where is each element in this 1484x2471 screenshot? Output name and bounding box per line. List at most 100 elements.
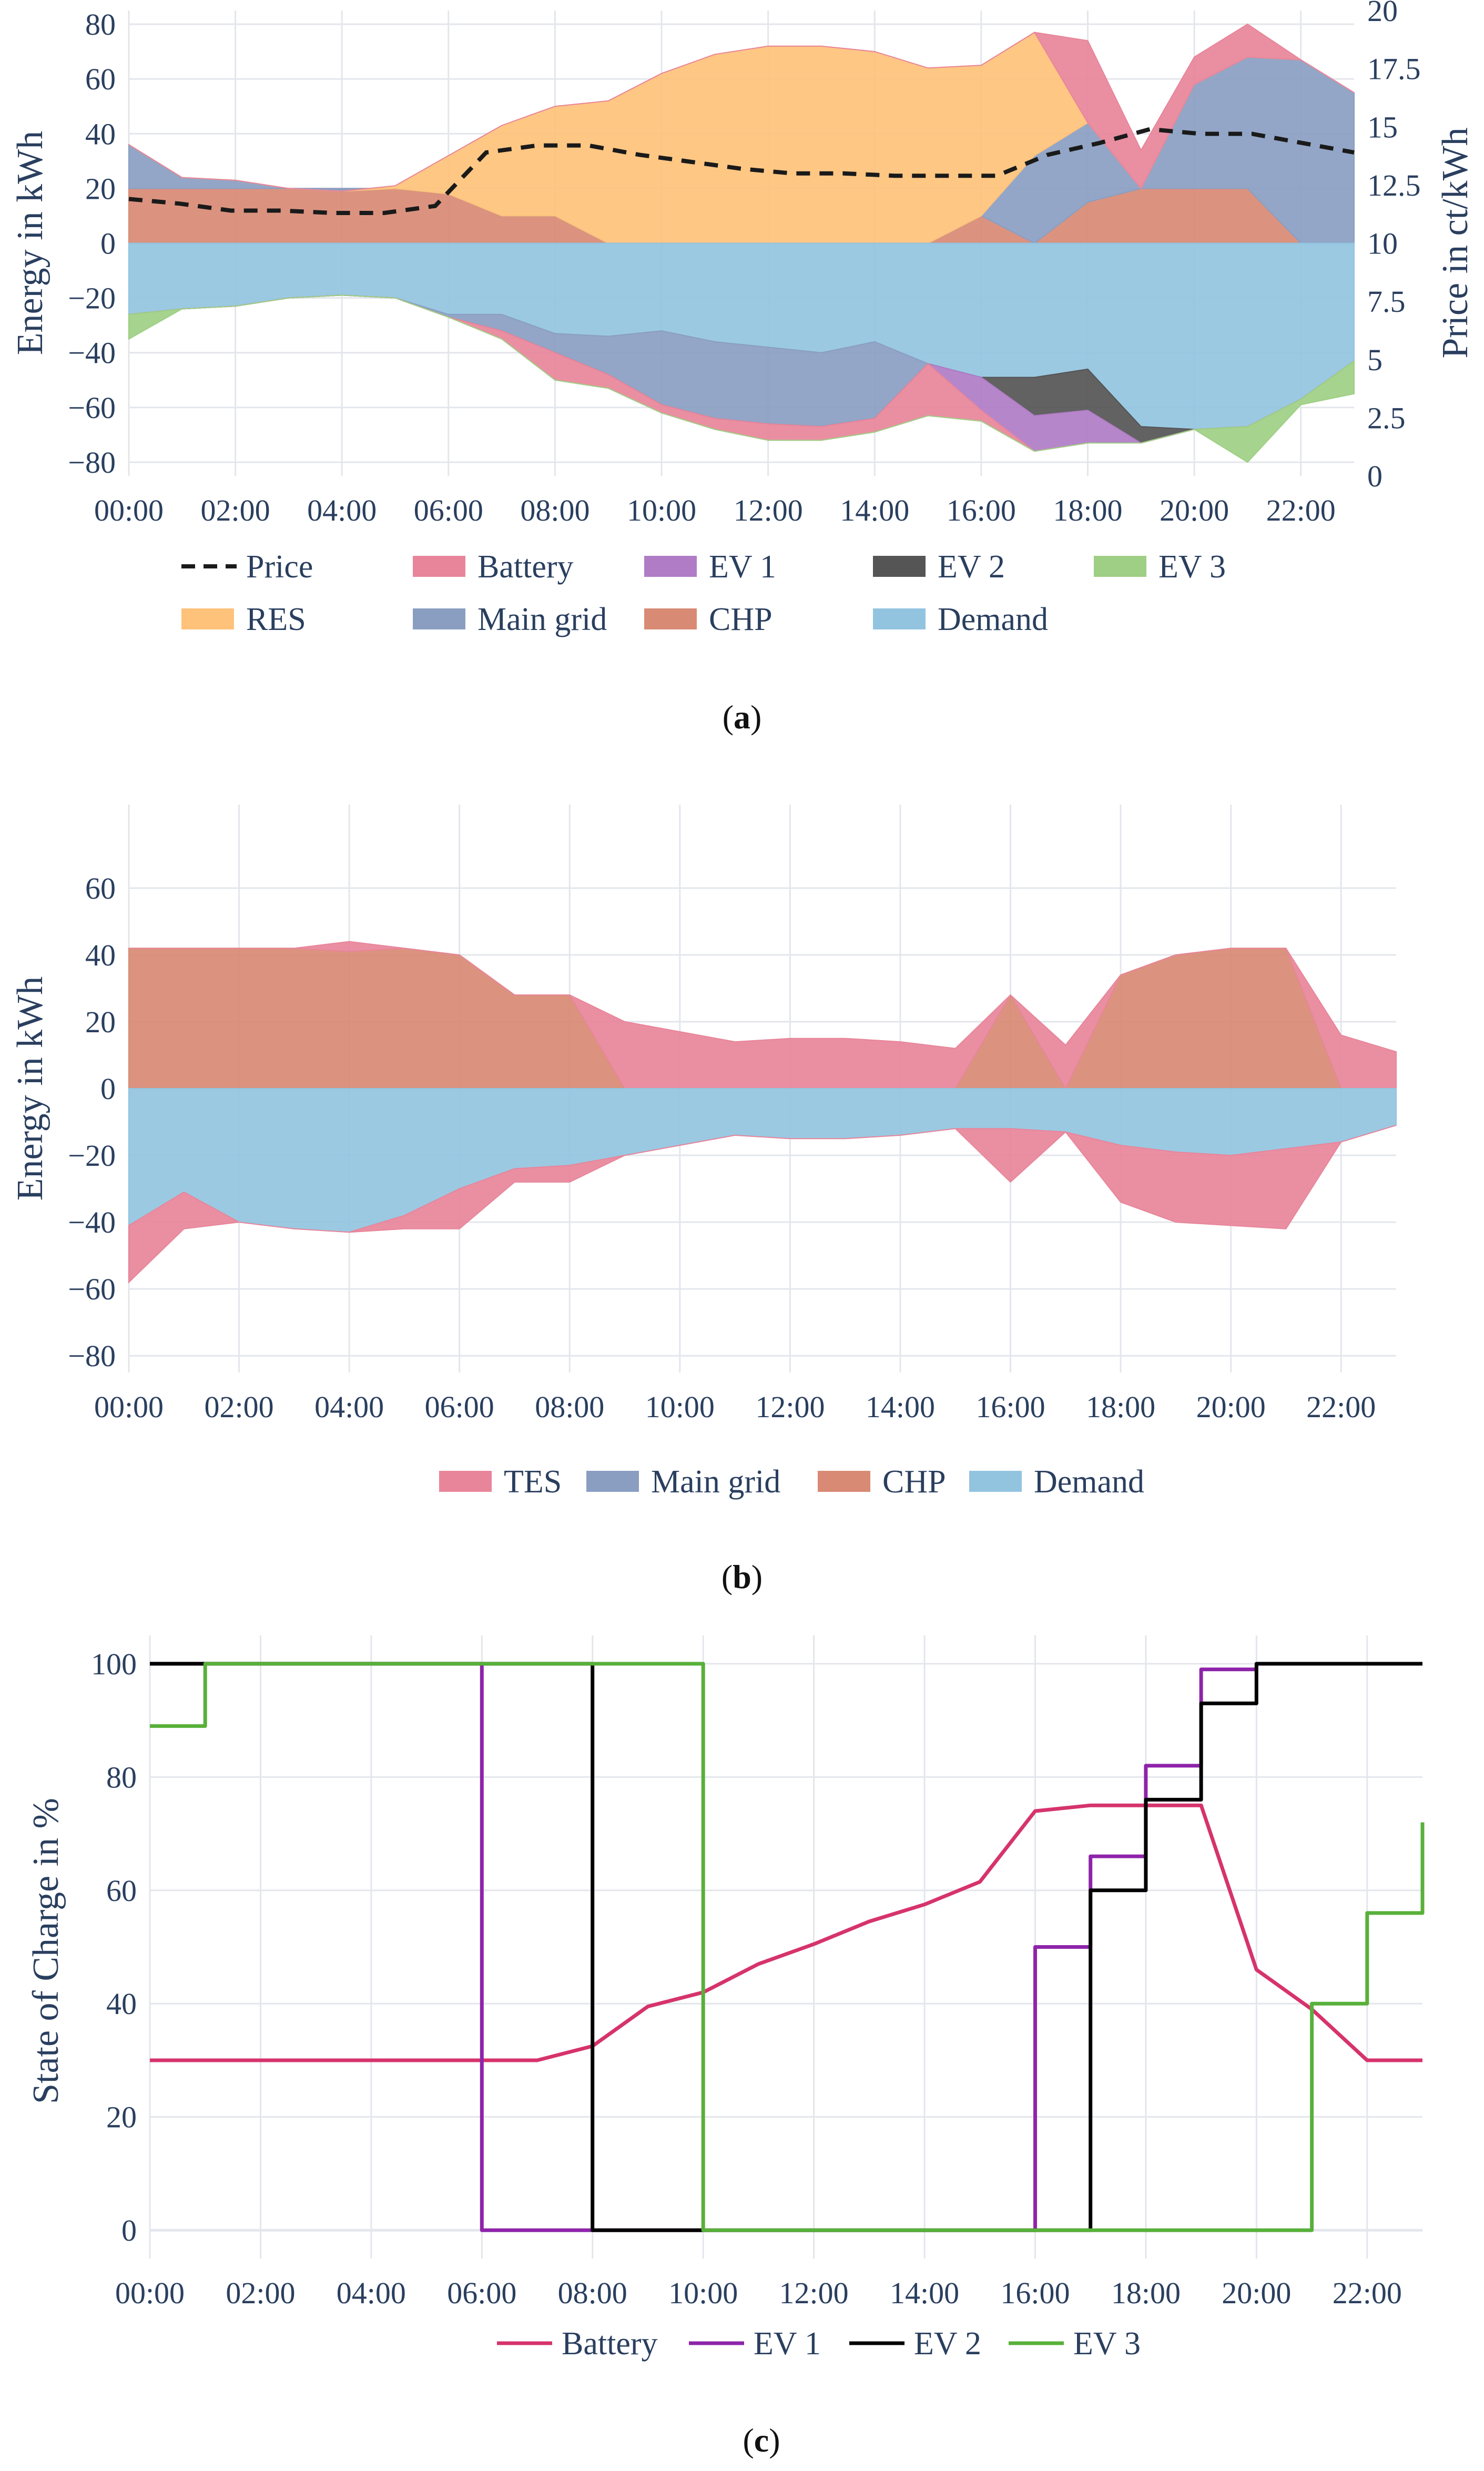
panel-a-x-ticks: 00:00 02:00 04:00 06:00 08:00 10:00 12:00 14:00… — [94, 493, 1336, 527]
y2-tick-label: 15 — [1367, 110, 1398, 144]
area-battery — [128, 23, 1355, 192]
svg-text:CHP: CHP — [882, 1464, 946, 1500]
y2-tick-label: 2.5 — [1367, 401, 1406, 435]
panel-b-caption: (b) — [721, 1558, 763, 1595]
svg-text:EV 3: EV 3 — [1158, 549, 1226, 585]
svg-text:Battery: Battery — [562, 2326, 658, 2362]
y-tick-label: 20 — [106, 2100, 137, 2134]
x-tick-label: 10:00 — [668, 2276, 738, 2310]
legend-item-demand[interactable]: Demand — [873, 602, 1048, 637]
y2-tick-label: 7.5 — [1367, 284, 1406, 319]
svg-text:Price: Price — [246, 549, 313, 585]
panel-c-caption: (c) — [743, 2422, 780, 2459]
y-tick-label: −20 — [68, 1138, 116, 1173]
panel-a-areas — [128, 23, 1355, 463]
x-tick-label: 00:00 — [115, 2276, 185, 2310]
x-tick-label: 16:00 — [1000, 2276, 1070, 2310]
svg-text:RES: RES — [246, 602, 306, 637]
svg-text:Demand: Demand — [938, 602, 1048, 637]
x-tick-label: 18:00 — [1086, 1390, 1155, 1424]
svg-text:TES: TES — [504, 1464, 562, 1500]
y2-tick-label: 20 — [1367, 0, 1398, 28]
panel-a-y-ticks: 80 60 40 20 0 −20 −40 −60 −80 — [68, 7, 116, 480]
panel-c-legend: Battery EV 1 EV 2 EV 3 — [497, 2326, 1141, 2362]
panel-c-x-ticks: 00:00 02:00 04:00 06:00 08:00 10:00 12:00 14:00… — [115, 2276, 1402, 2310]
x-tick-label: 22:00 — [1306, 1390, 1376, 1424]
x-tick-label: 22:00 — [1266, 493, 1336, 527]
svg-text:EV 1: EV 1 — [754, 2326, 821, 2362]
panel-b-x-ticks: 00:00 02:00 04:00 06:00 08:00 10:00 12:00 14:00… — [94, 1390, 1376, 1424]
x-tick-label: 08:00 — [520, 493, 589, 527]
legend-item-res[interactable]: RES — [181, 602, 306, 637]
y-tick-label: 20 — [85, 171, 116, 206]
svg-text:Demand: Demand — [1034, 1464, 1144, 1500]
panel-c-grid — [149, 1635, 1422, 2259]
x-tick-label: 22:00 — [1333, 2276, 1402, 2310]
legend-item-main-grid[interactable]: Main grid — [586, 1464, 780, 1500]
y2-tick-label: 17.5 — [1367, 52, 1421, 86]
x-tick-label: 00:00 — [94, 493, 164, 527]
y-tick-label: 60 — [106, 1874, 137, 1908]
x-tick-label: 14:00 — [866, 1390, 935, 1424]
svg-text:EV 2: EV 2 — [938, 549, 1005, 585]
y2-tick-label: 0 — [1367, 459, 1383, 493]
x-tick-label: 18:00 — [1111, 2276, 1181, 2310]
x-tick-label: 14:00 — [840, 493, 909, 527]
y-tick-label: 40 — [85, 117, 116, 151]
x-tick-label: 04:00 — [314, 1390, 384, 1424]
y-tick-label: 80 — [85, 7, 116, 42]
legend-item-ev2[interactable]: EV 2 — [873, 549, 1005, 585]
area-ev3 — [128, 294, 1355, 463]
x-tick-label: 02:00 — [205, 1390, 274, 1424]
x-tick-label: 08:00 — [558, 2276, 627, 2310]
panel-a-legend: Price Battery EV 1 EV 2 EV 3 RES — [181, 549, 1226, 637]
x-tick-label: 10:00 — [627, 493, 696, 527]
legend-item-chp[interactable]: CHP — [818, 1464, 946, 1500]
legend-item-soc-ev2[interactable]: EV 2 — [849, 2326, 981, 2362]
x-tick-label: 04:00 — [307, 493, 377, 527]
x-tick-label: 12:00 — [734, 493, 803, 527]
svg-text:CHP: CHP — [709, 602, 773, 637]
x-tick-label: 12:00 — [755, 1390, 825, 1424]
x-tick-label: 00:00 — [94, 1390, 164, 1424]
line-soc_ev2 — [150, 1662, 1422, 2232]
x-tick-label: 06:00 — [425, 1390, 494, 1424]
legend-item-battery[interactable]: Battery — [413, 549, 574, 585]
x-tick-label: 20:00 — [1160, 493, 1229, 527]
legend-item-main-grid[interactable]: Main grid — [413, 602, 607, 637]
legend-item-soc-battery[interactable]: Battery — [497, 2326, 658, 2362]
x-tick-label: 18:00 — [1053, 493, 1122, 527]
legend-item-price[interactable]: Price — [181, 549, 313, 585]
svg-text:Main grid: Main grid — [651, 1464, 780, 1500]
y-tick-label: 0 — [100, 1072, 116, 1106]
y-tick-label: −60 — [68, 391, 116, 425]
panel-c: 100 80 60 40 20 0 00:00 02:00 04:00 06:00 08:00 10… — [26, 1635, 1425, 2459]
panel-a-caption-label: a — [734, 698, 750, 736]
y2-tick-label: 5 — [1367, 343, 1383, 377]
panel-b: 60 40 20 0 −20 −40 −60 −80 00:00 02:00 04:00 06:00… — [10, 805, 1397, 1595]
x-tick-label: 14:00 — [890, 2276, 959, 2310]
legend-item-ev1[interactable]: EV 1 — [644, 549, 776, 585]
y-tick-label: 40 — [85, 938, 116, 972]
legend-item-demand[interactable]: Demand — [969, 1464, 1144, 1500]
panel-b-legend: TES Main grid CHP Demand — [439, 1464, 1144, 1500]
legend-item-tes[interactable]: TES — [439, 1464, 562, 1500]
y-tick-label: −80 — [68, 445, 116, 480]
legend-item-soc-ev1[interactable]: EV 1 — [689, 2326, 821, 2362]
legend-item-ev3[interactable]: EV 3 — [1094, 549, 1226, 585]
y-tick-label: 0 — [100, 227, 116, 261]
x-tick-label: 16:00 — [975, 1390, 1045, 1424]
panel-c-lines — [150, 1662, 1425, 2232]
panel-b-y-axis-title: Energy in kWh — [10, 977, 50, 1201]
panel-b-caption-label: b — [733, 1558, 751, 1595]
y-tick-label: 20 — [85, 1005, 116, 1039]
svg-text:Battery: Battery — [477, 549, 574, 585]
legend-item-soc-ev3[interactable]: EV 3 — [1009, 2326, 1141, 2362]
svg-text:EV 2: EV 2 — [914, 2326, 981, 2362]
legend-item-chp[interactable]: CHP — [644, 602, 773, 637]
y-tick-label: −60 — [68, 1272, 116, 1306]
x-tick-label: 12:00 — [779, 2276, 849, 2310]
y-tick-label: −20 — [68, 281, 116, 316]
x-tick-label: 06:00 — [414, 493, 483, 527]
y-tick-label: −40 — [68, 1205, 116, 1239]
